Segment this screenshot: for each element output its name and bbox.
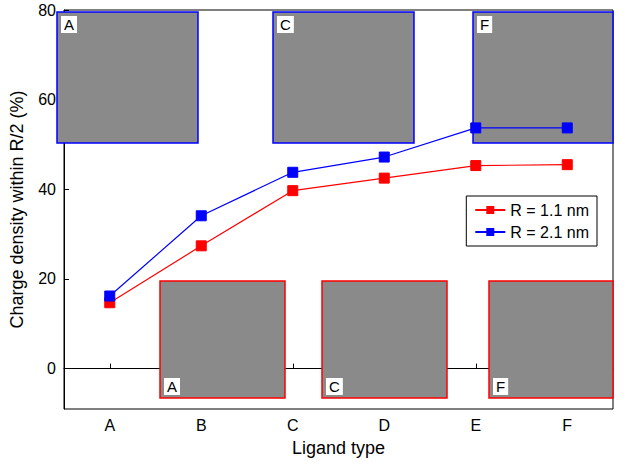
svg-text:0: 0 <box>47 360 56 377</box>
svg-text:F: F <box>480 16 489 33</box>
svg-text:F: F <box>562 417 572 434</box>
svg-text:Ligand type: Ligand type <box>292 438 385 458</box>
svg-text:E: E <box>470 417 481 434</box>
svg-text:Charge density within R/2 (%): Charge density within R/2 (%) <box>7 90 27 328</box>
svg-text:D: D <box>378 417 390 434</box>
svg-text:B: B <box>196 417 207 434</box>
svg-text:C: C <box>287 417 299 434</box>
svg-text:R = 2.1 nm: R = 2.1 nm <box>510 224 589 241</box>
svg-text:A: A <box>104 417 115 434</box>
svg-text:C: C <box>329 378 340 395</box>
svg-text:A: A <box>64 16 74 33</box>
svg-text:80: 80 <box>38 2 56 19</box>
svg-text:R = 1.1 nm: R = 1.1 nm <box>510 202 589 219</box>
svg-text:C: C <box>280 16 291 33</box>
svg-text:60: 60 <box>38 91 56 108</box>
svg-text:40: 40 <box>38 181 56 198</box>
svg-text:F: F <box>496 378 505 395</box>
svg-text:20: 20 <box>38 270 56 287</box>
svg-text:A: A <box>167 378 177 395</box>
